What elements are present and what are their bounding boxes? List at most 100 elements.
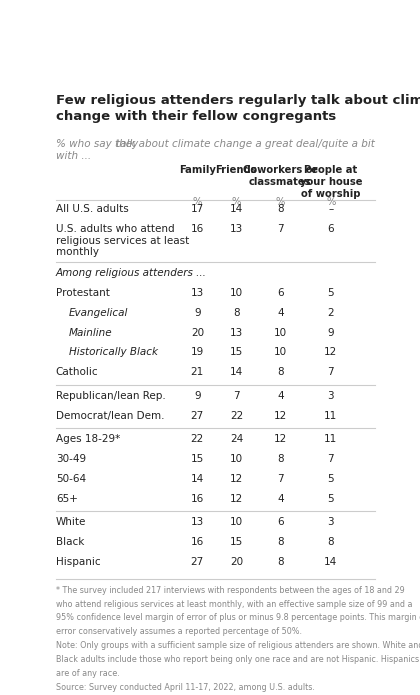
Text: 50-64: 50-64 (56, 474, 86, 484)
Text: with ...: with ... (56, 152, 91, 161)
Text: 13: 13 (230, 327, 243, 338)
Text: 8: 8 (277, 204, 284, 214)
Text: who attend religious services at least monthly, with an effective sample size of: who attend religious services at least m… (56, 600, 412, 609)
Text: All U.S. adults: All U.S. adults (56, 204, 129, 214)
Text: 8: 8 (328, 537, 334, 547)
Text: 5: 5 (328, 493, 334, 504)
Text: 9: 9 (194, 308, 201, 318)
Text: 7: 7 (233, 391, 240, 401)
Text: 7: 7 (277, 224, 284, 234)
Text: 4: 4 (277, 493, 284, 504)
Text: Republican/lean Rep.: Republican/lean Rep. (56, 391, 165, 401)
Text: 10: 10 (230, 517, 243, 527)
Text: 6: 6 (277, 517, 284, 527)
Text: 10: 10 (274, 327, 287, 338)
Text: 8: 8 (277, 367, 284, 377)
Text: 2: 2 (328, 308, 334, 318)
Text: 7: 7 (277, 474, 284, 484)
Text: Democrat/lean Dem.: Democrat/lean Dem. (56, 411, 164, 420)
Text: 14: 14 (324, 557, 337, 566)
Text: Source: Survey conducted April 11-17, 2022, among U.S. adults.: Source: Survey conducted April 11-17, 20… (56, 683, 315, 692)
Text: Hispanic: Hispanic (56, 557, 100, 566)
Text: 95% confidence level margin of error of plus or minus 9.8 percentage points. Thi: 95% confidence level margin of error of … (56, 614, 420, 623)
Text: Among religious attenders ...: Among religious attenders ... (56, 268, 207, 278)
Text: 4: 4 (277, 308, 284, 318)
Text: 7: 7 (328, 454, 334, 464)
Text: %: % (326, 197, 336, 207)
Text: 9: 9 (194, 391, 201, 401)
Text: 30-49: 30-49 (56, 454, 86, 464)
Text: are of any race.: are of any race. (56, 669, 120, 678)
Text: %: % (232, 197, 241, 207)
Text: 19: 19 (191, 348, 204, 357)
Text: 24: 24 (230, 434, 243, 444)
Text: 10: 10 (230, 454, 243, 464)
Text: 15: 15 (230, 537, 243, 547)
Text: Ages 18-29*: Ages 18-29* (56, 434, 120, 444)
Text: 20: 20 (230, 557, 243, 566)
Text: 14: 14 (230, 204, 243, 214)
Text: 12: 12 (324, 348, 337, 357)
Text: White: White (56, 517, 86, 527)
Text: %: % (276, 197, 285, 207)
Text: Black: Black (56, 537, 84, 547)
Text: 5: 5 (328, 474, 334, 484)
Text: %: % (193, 197, 202, 207)
Text: 6: 6 (328, 224, 334, 234)
Text: –: – (328, 204, 333, 214)
Text: 5: 5 (328, 288, 334, 298)
Text: 27: 27 (191, 411, 204, 420)
Text: Historically Black: Historically Black (69, 348, 158, 357)
Text: Family: Family (179, 165, 216, 174)
Text: 16: 16 (191, 493, 204, 504)
Text: talk about climate change a great deal/quite a bit: talk about climate change a great deal/q… (116, 138, 375, 149)
Text: Note: Only groups with a sufficient sample size of religious attenders are shown: Note: Only groups with a sufficient samp… (56, 641, 420, 651)
Text: % who say they: % who say they (56, 138, 141, 149)
Text: 13: 13 (230, 224, 243, 234)
Text: error conservatively assumes a reported percentage of 50%.: error conservatively assumes a reported … (56, 628, 302, 637)
Text: 3: 3 (328, 517, 334, 527)
Text: 15: 15 (191, 454, 204, 464)
Text: 13: 13 (191, 288, 204, 298)
Text: Few religious attenders regularly talk about climate
change with their fellow co: Few religious attenders regularly talk a… (56, 94, 420, 123)
Text: 3: 3 (328, 391, 334, 401)
Text: 12: 12 (230, 493, 243, 504)
Text: 27: 27 (191, 557, 204, 566)
Text: 12: 12 (274, 434, 287, 444)
Text: 12: 12 (274, 411, 287, 420)
Text: 10: 10 (274, 348, 287, 357)
Text: * The survey included 217 interviews with respondents between the ages of 18 and: * The survey included 217 interviews wit… (56, 586, 404, 595)
Text: 8: 8 (277, 454, 284, 464)
Text: Evangelical: Evangelical (69, 308, 128, 318)
Text: U.S. adults who attend
religious services at least
monthly: U.S. adults who attend religious service… (56, 224, 189, 257)
Text: 10: 10 (230, 288, 243, 298)
Text: 22: 22 (191, 434, 204, 444)
Text: 15: 15 (230, 348, 243, 357)
Text: Mainline: Mainline (69, 327, 113, 338)
Text: 8: 8 (233, 308, 240, 318)
Text: Protestant: Protestant (56, 288, 110, 298)
Text: People at
your house
of worship: People at your house of worship (299, 165, 362, 199)
Text: 13: 13 (191, 517, 204, 527)
Text: 6: 6 (277, 288, 284, 298)
Text: 14: 14 (191, 474, 204, 484)
Text: 8: 8 (277, 537, 284, 547)
Text: 4: 4 (277, 391, 284, 401)
Text: 65+: 65+ (56, 493, 78, 504)
Text: 14: 14 (230, 367, 243, 377)
Text: 9: 9 (328, 327, 334, 338)
Text: 21: 21 (191, 367, 204, 377)
Text: 17: 17 (191, 204, 204, 214)
Text: Black adults include those who report being only one race and are not Hispanic. : Black adults include those who report be… (56, 655, 419, 664)
Text: 16: 16 (191, 537, 204, 547)
Text: 22: 22 (230, 411, 243, 420)
Text: 16: 16 (191, 224, 204, 234)
Text: 8: 8 (277, 557, 284, 566)
Text: 11: 11 (324, 434, 337, 444)
Text: 11: 11 (324, 411, 337, 420)
Text: Coworkers or
classmates: Coworkers or classmates (243, 165, 318, 187)
Text: 12: 12 (230, 474, 243, 484)
Text: 7: 7 (328, 367, 334, 377)
Text: 20: 20 (191, 327, 204, 338)
Text: Catholic: Catholic (56, 367, 98, 377)
